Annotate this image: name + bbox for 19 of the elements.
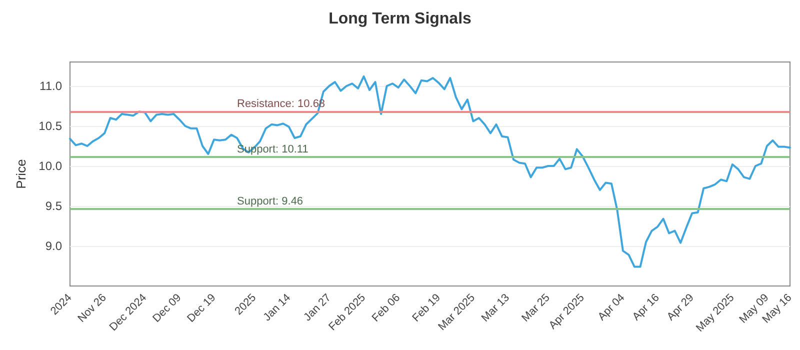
- chart-title: Long Term Signals: [328, 10, 472, 28]
- line-series: [69, 75, 791, 268]
- y-tick-label: 9.5: [45, 199, 62, 213]
- x-tick-label: Dec 09: [150, 292, 184, 325]
- x-tick-label: Apr 16: [630, 292, 662, 324]
- x-tick-label: Jan 14: [261, 292, 294, 324]
- x-tick-label: Apr 29: [664, 292, 696, 324]
- x-tick-label: Nov 26: [76, 292, 109, 325]
- x-tick-label: Feb 06: [370, 292, 403, 324]
- ref-line-label: Support: 9.46: [237, 196, 304, 208]
- y-tick-label: 9.0: [45, 239, 62, 253]
- x-tick-label: Feb 19: [410, 292, 443, 324]
- y-tick-label: 11.0: [40, 79, 62, 93]
- y-axis-title: Price: [14, 159, 29, 189]
- y-tick-label: 10.5: [38, 119, 62, 133]
- x-tick-label: Dec 19: [185, 292, 218, 325]
- x-tick-label: Apr 04: [596, 292, 628, 324]
- y-tick-label: 10.0: [38, 159, 62, 173]
- x-tick-label: Mar 13: [479, 292, 512, 324]
